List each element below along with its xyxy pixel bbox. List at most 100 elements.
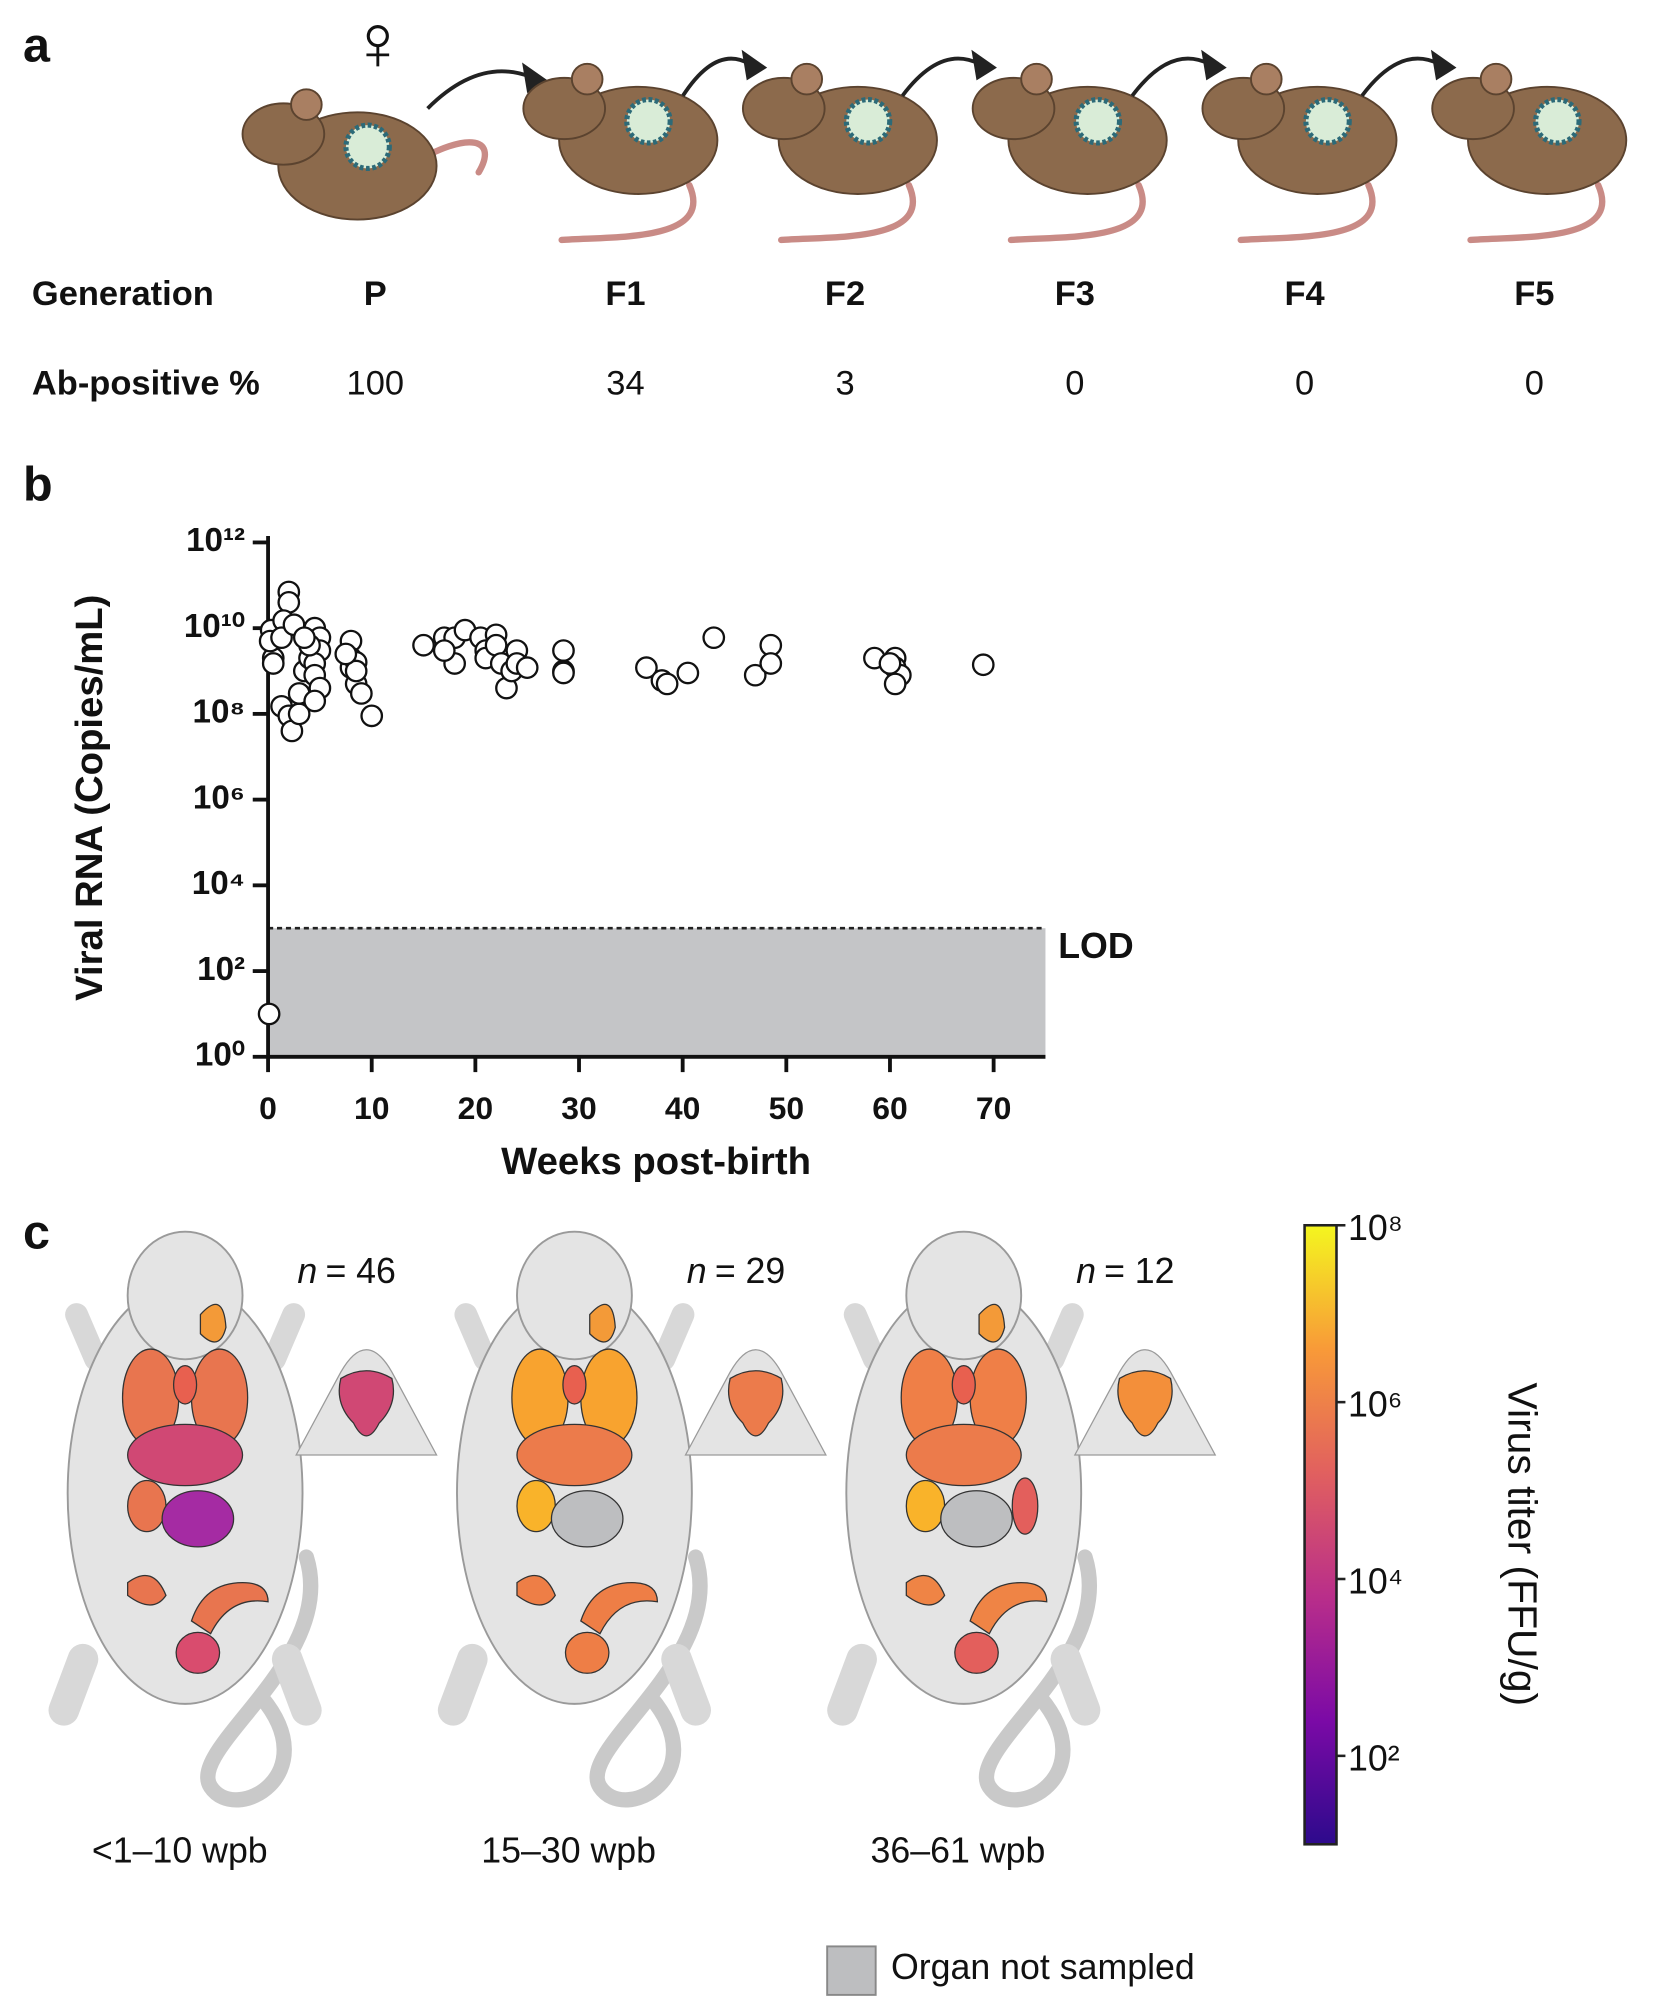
mouse-ear bbox=[1250, 62, 1283, 96]
ab-positive-value: 0 bbox=[1525, 365, 1544, 403]
mouse-tail bbox=[1467, 181, 1606, 244]
data-point bbox=[349, 682, 373, 705]
sample-label: <1–10 wpb bbox=[92, 1831, 268, 1871]
ab-positive-value: 3 bbox=[835, 365, 854, 403]
mouse-tail bbox=[558, 181, 697, 244]
ab-positive-value: 34 bbox=[606, 365, 644, 403]
arrow bbox=[1360, 56, 1440, 97]
generation-label: F4 bbox=[1284, 275, 1324, 313]
organ-bladder bbox=[175, 1631, 221, 1674]
legend-label: Organ not sampled bbox=[891, 1947, 1195, 1987]
organ-heart bbox=[172, 1365, 198, 1405]
organ-heart bbox=[562, 1365, 587, 1405]
arrowhead bbox=[741, 49, 768, 81]
organ-intestine bbox=[905, 1574, 946, 1606]
organ-intestine bbox=[516, 1574, 556, 1606]
organ-liver bbox=[905, 1423, 1022, 1487]
x-tick-label: 60 bbox=[872, 1090, 908, 1126]
generation-label: F2 bbox=[825, 275, 865, 313]
organ-bladder bbox=[564, 1631, 610, 1674]
colorbar-tick-label: 10⁸ bbox=[1348, 1208, 1403, 1248]
n-value: 46 bbox=[356, 1251, 396, 1291]
mouse-tail bbox=[1237, 181, 1376, 244]
legend-swatch bbox=[826, 1945, 877, 1996]
colorbar: Virus titer (FFU/g) 10² 10⁴ 10⁶ 10⁸ bbox=[1303, 1208, 1545, 1846]
y-tick-label: 10⁰ bbox=[195, 1037, 245, 1074]
organ-kidney bbox=[516, 1479, 556, 1533]
virus bbox=[1533, 97, 1582, 146]
n-value: 29 bbox=[745, 1251, 785, 1291]
n-equals: = bbox=[326, 1251, 347, 1291]
mouse-tail bbox=[778, 181, 916, 244]
data-point bbox=[303, 689, 327, 713]
sample-label: 15–30 wpb bbox=[481, 1831, 656, 1871]
data-point bbox=[432, 639, 456, 662]
y-tick-label: 10⁸ bbox=[193, 694, 246, 731]
organ-brain bbox=[338, 1370, 395, 1437]
organ-stomach bbox=[161, 1490, 235, 1548]
arrowhead bbox=[522, 62, 548, 94]
arrow bbox=[426, 69, 531, 110]
data-point bbox=[702, 626, 726, 650]
data-point bbox=[344, 659, 368, 683]
data-point bbox=[292, 626, 316, 650]
x-tick-label: 50 bbox=[769, 1090, 805, 1126]
data-point bbox=[552, 639, 575, 662]
ab-positive-value: 0 bbox=[1065, 365, 1084, 403]
panel-label: b bbox=[23, 457, 53, 511]
data-point bbox=[552, 661, 575, 685]
lod-label: LOD bbox=[1058, 926, 1133, 966]
generation-label: P bbox=[364, 275, 387, 313]
organ-brain bbox=[727, 1370, 784, 1437]
data-point bbox=[261, 652, 285, 675]
organ-salivary bbox=[978, 1303, 1006, 1343]
mouse-legs bbox=[48, 1643, 322, 1726]
x-tick-label: 70 bbox=[976, 1090, 1012, 1126]
arrowhead bbox=[1201, 49, 1227, 81]
x-tick-label: 30 bbox=[561, 1090, 597, 1126]
mouse-tail bbox=[1007, 181, 1146, 244]
colorbar-label: Virus titer (FFU/g) bbox=[1499, 1383, 1545, 1707]
mouse-ear bbox=[570, 62, 604, 96]
data-point bbox=[334, 642, 358, 666]
organ-intestine bbox=[969, 1582, 1048, 1635]
generation-label: F1 bbox=[605, 275, 645, 313]
data-point bbox=[971, 653, 995, 677]
mouse-ear bbox=[1020, 62, 1053, 96]
data-point bbox=[743, 663, 767, 687]
arrowhead bbox=[1430, 49, 1457, 81]
female-symbol: ♀ bbox=[348, 0, 407, 86]
virus bbox=[1073, 97, 1123, 146]
y-tick-label: 10¹⁰ bbox=[184, 608, 245, 645]
organ-salivary bbox=[589, 1303, 616, 1343]
mouse-head bbox=[126, 1230, 244, 1361]
mouse-arms bbox=[843, 1303, 1084, 1371]
mouse-head bbox=[905, 1230, 1023, 1361]
scatter-chart: Weeks post-birth Viral RNA (Copies/mL) L… bbox=[68, 522, 1134, 1183]
colorbar-tick-label: 10⁴ bbox=[1348, 1562, 1403, 1602]
organ-liver bbox=[127, 1423, 244, 1487]
n-value: 12 bbox=[1135, 1251, 1175, 1291]
mouse-tail bbox=[589, 1549, 708, 1808]
x-tick-label: 40 bbox=[665, 1090, 701, 1126]
mouse-legs bbox=[437, 1643, 712, 1726]
x-axis-label: Weeks post-birth bbox=[501, 1140, 811, 1183]
organ-kidney bbox=[905, 1479, 946, 1533]
organ-kidney bbox=[127, 1479, 167, 1533]
generation-label: F3 bbox=[1055, 275, 1095, 313]
arrowhead bbox=[971, 49, 997, 81]
y-tick-label: 10² bbox=[197, 951, 245, 988]
mouse-arms bbox=[454, 1303, 695, 1371]
row-label: Ab-positive % bbox=[32, 365, 260, 403]
mouse-ear bbox=[790, 62, 824, 96]
data-point bbox=[759, 652, 783, 675]
virus bbox=[624, 97, 673, 146]
data-point bbox=[412, 633, 435, 657]
data-point bbox=[257, 1002, 281, 1026]
panel-label: a bbox=[23, 18, 51, 72]
arrow bbox=[681, 56, 751, 97]
y-tick-label: 10⁶ bbox=[193, 779, 245, 816]
y-tick-label: 10⁴ bbox=[192, 865, 245, 902]
organ-bladder bbox=[954, 1631, 999, 1674]
